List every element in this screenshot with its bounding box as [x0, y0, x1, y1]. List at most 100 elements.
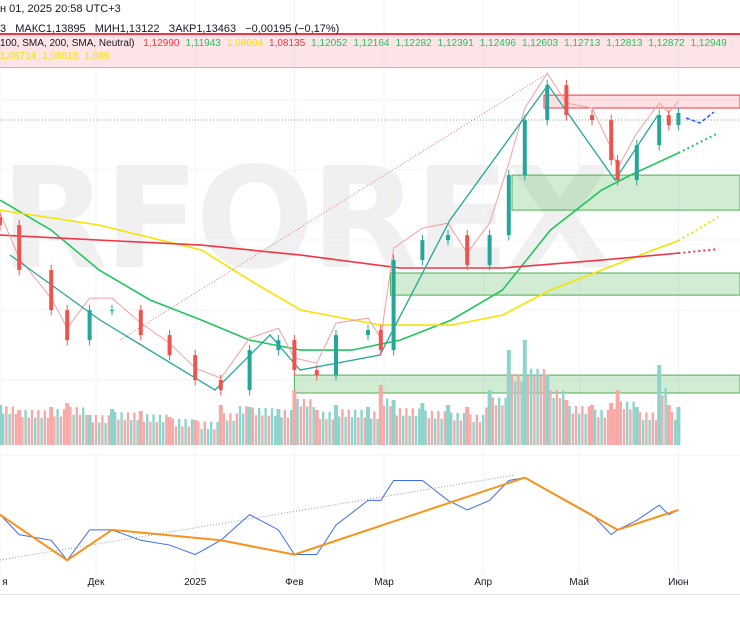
indicator-value: 1,08135	[269, 38, 306, 49]
volume-bar	[49, 407, 54, 445]
volume-bar	[117, 419, 120, 445]
indicator-legend[interactable]: 100, SMA, 200, SMA, Neutral) 1,12990 1,11…	[0, 37, 740, 63]
volume-bar	[420, 403, 425, 445]
volume-bar	[530, 368, 533, 445]
volume-bar	[264, 408, 267, 445]
volume-bar	[475, 414, 478, 445]
indicator-value: 1,12813	[606, 38, 643, 49]
trend-line	[119, 74, 546, 341]
volume-bar	[56, 409, 59, 445]
volume-bar	[651, 412, 654, 445]
volume-bar	[149, 421, 152, 445]
volume-bar	[87, 415, 92, 445]
volume-bar	[632, 401, 635, 445]
volume-bar	[634, 407, 639, 445]
volume-bar	[462, 413, 466, 445]
volume-bar	[661, 395, 664, 445]
volume-bar	[564, 400, 569, 445]
volume-bar	[674, 419, 677, 445]
sma-fast-projection	[677, 132, 719, 154]
indicator-value: 1,08818	[42, 51, 79, 62]
candle	[167, 335, 172, 356]
volume-bar	[334, 405, 338, 445]
volume-bar	[276, 409, 281, 445]
change-value: −0,00195 (−0,17%)	[245, 23, 340, 35]
volume-bar	[318, 419, 322, 445]
volume-bar	[613, 409, 616, 445]
volume-bar	[59, 416, 62, 445]
price-chart[interactable]	[0, 0, 740, 575]
volume-bar	[354, 409, 357, 445]
volume-bar	[152, 414, 155, 445]
x-tick-label: Май	[569, 577, 589, 588]
volume-bar	[270, 408, 274, 445]
volume-bar	[181, 426, 184, 445]
volume-bar	[247, 407, 252, 445]
volume-bar	[72, 414, 75, 445]
volume-bar	[501, 405, 504, 445]
volume-bar	[8, 413, 11, 445]
volume-bar	[146, 414, 149, 445]
volume-bar	[123, 419, 126, 445]
candle	[676, 112, 681, 126]
volume-bar	[558, 398, 562, 445]
indicator-value: 1,11943	[185, 38, 221, 49]
x-tick-label: Фев	[285, 577, 304, 588]
volume-bar	[2, 413, 5, 445]
volume-bar	[94, 415, 98, 445]
volume-bar	[606, 410, 610, 445]
time-axis[interactable]: я Дек 2025 Фев Мар Апр Май Июн	[0, 575, 740, 595]
volume-bar	[514, 381, 517, 445]
volume-bar	[213, 429, 216, 445]
volume-bar	[347, 409, 350, 445]
candle	[276, 340, 281, 351]
volume-bar	[465, 407, 470, 445]
volume-bar	[290, 410, 293, 445]
zigzag-line	[9, 83, 659, 391]
x-tick-label: Апр	[474, 577, 493, 588]
volume-bar	[405, 408, 408, 445]
candle	[634, 145, 639, 181]
volume-bar	[53, 416, 56, 445]
volume-bar	[584, 413, 587, 445]
volume-bar	[427, 418, 430, 445]
volume-bar	[522, 340, 527, 445]
volume-bar	[402, 415, 405, 445]
volume-bar	[235, 413, 238, 445]
volume-bar	[609, 403, 614, 445]
candle	[110, 310, 114, 312]
indicator-value: 1,12496	[479, 38, 516, 49]
volume-bar	[251, 407, 254, 445]
volume-bar	[437, 411, 440, 445]
indicator-value: 1,08604	[226, 38, 264, 49]
volume-bar	[37, 410, 40, 445]
volume-bar	[155, 422, 158, 445]
volume-bar	[114, 412, 117, 445]
volume-bar	[203, 421, 206, 445]
volume-bar	[167, 417, 172, 445]
sma-slow-projection	[678, 248, 719, 255]
volume-bar	[138, 411, 143, 445]
volume-bar	[302, 399, 306, 445]
volume-bar	[104, 422, 107, 445]
volume-bar	[229, 413, 232, 445]
volume-bar	[487, 390, 492, 445]
candle	[378, 330, 383, 351]
volume-bar	[314, 410, 319, 445]
open-value: 3	[0, 23, 7, 35]
volume-bar	[408, 415, 411, 445]
candle	[487, 235, 492, 266]
volume-bar	[615, 390, 620, 445]
candle	[666, 115, 671, 126]
candle	[391, 260, 396, 351]
volume-bar	[494, 405, 498, 445]
indicator-value: 1,12603	[521, 38, 559, 49]
indicator-value: 1,12872	[648, 38, 685, 49]
volume-bar	[344, 416, 347, 445]
volume-bar	[325, 419, 328, 445]
sma-mid-projection	[677, 215, 719, 242]
volume-bar	[206, 429, 210, 445]
volume-bar	[216, 421, 219, 445]
volume-bar	[126, 412, 130, 445]
volume-bar	[549, 390, 552, 445]
